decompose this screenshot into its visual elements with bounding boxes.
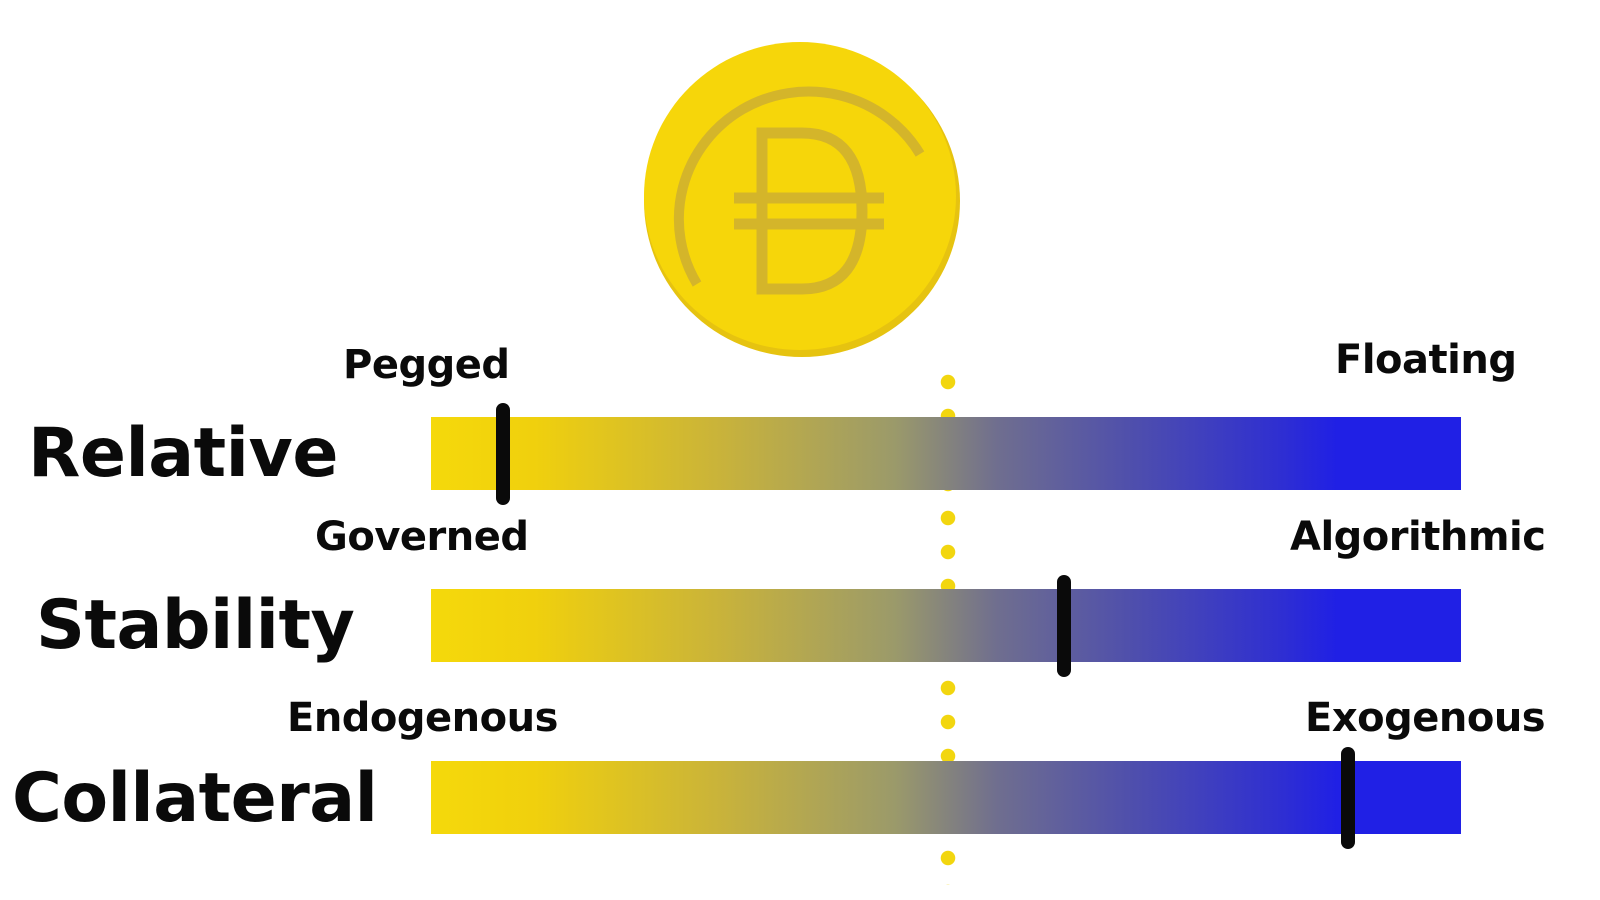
right-label: Floating xyxy=(1335,337,1517,383)
spectrum-bar xyxy=(431,403,1461,505)
position-marker xyxy=(1340,747,1355,849)
dai-coin-icon xyxy=(644,42,960,357)
spectrum-bar xyxy=(431,575,1461,677)
left-label: Governed xyxy=(315,514,529,560)
row-title: Collateral xyxy=(12,759,378,838)
left-label: Endogenous xyxy=(287,695,558,741)
row-title: Relative xyxy=(28,414,338,493)
position-marker xyxy=(1057,575,1072,677)
left-label: Pegged xyxy=(343,342,510,388)
right-label: Algorithmic xyxy=(1290,514,1546,560)
spectrum-bar xyxy=(431,747,1461,849)
right-label: Exogenous xyxy=(1305,695,1546,741)
row-title: Stability xyxy=(36,586,355,665)
position-marker xyxy=(496,403,511,505)
